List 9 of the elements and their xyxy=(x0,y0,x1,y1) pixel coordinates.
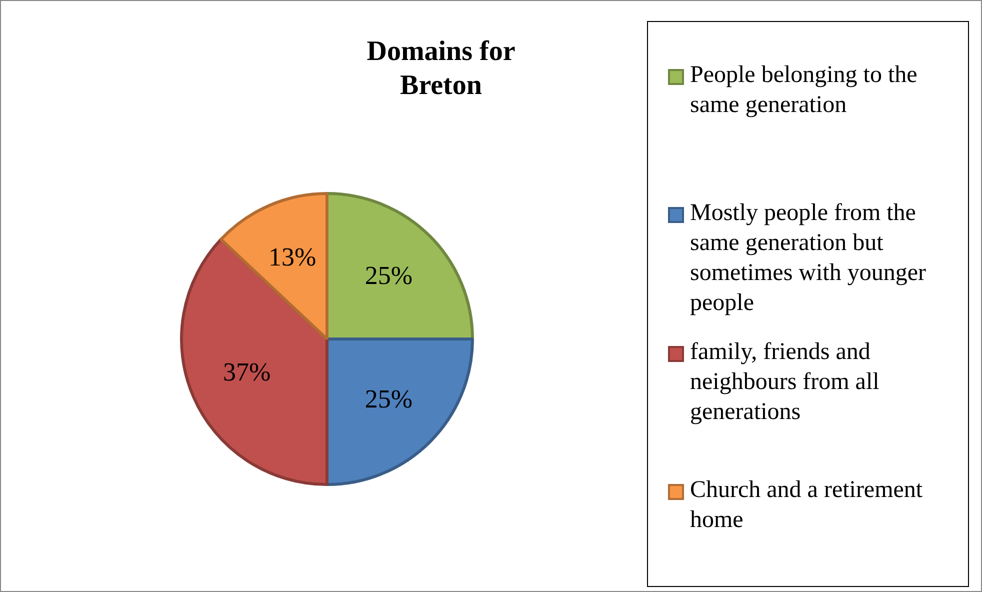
data-label: 25% xyxy=(364,261,413,290)
data-label: 13% xyxy=(268,242,316,272)
legend-label: Church and a retirement home xyxy=(690,476,924,535)
data-label: 25% xyxy=(364,384,413,414)
text: Domains for Breton xyxy=(366,35,516,103)
legend-label: Mostly people from the same generation but sometimes with younger people xyxy=(690,199,927,318)
legend-label: People belonging to the same generation xyxy=(690,61,918,120)
legend-label: family, friends and neighbours from all generations xyxy=(690,338,880,427)
data-label: 37% xyxy=(223,358,271,386)
